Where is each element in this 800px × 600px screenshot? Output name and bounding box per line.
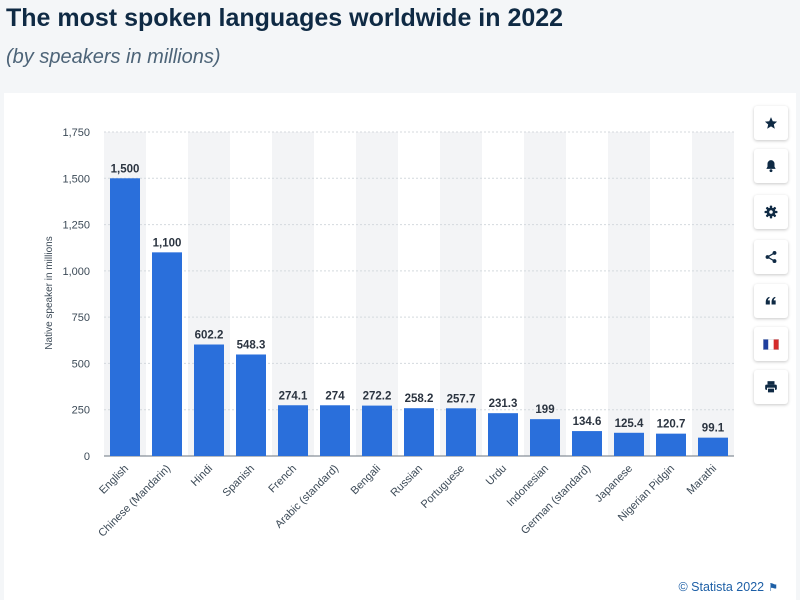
column-band (440, 132, 482, 456)
y-tick-label: 250 (72, 405, 90, 417)
x-tick-label: Spanish (221, 463, 258, 500)
y-tick-label: 1,000 (62, 266, 90, 278)
data-label: 274 (325, 390, 345, 402)
data-label: 258.2 (405, 393, 434, 405)
print-icon (765, 381, 777, 394)
data-label: 257.7 (447, 393, 476, 405)
data-label: 125.4 (615, 418, 644, 430)
x-tick-label: Russian (389, 463, 426, 500)
y-tick-label: 1,500 (62, 173, 90, 185)
data-label: 272.2 (363, 391, 392, 403)
y-tick-label: 500 (72, 358, 90, 370)
statista-credit[interactable]: © Statista 2022 ⚑ (678, 580, 778, 594)
column-band (272, 132, 314, 456)
bar (656, 433, 686, 456)
bar (362, 405, 392, 456)
column-band (608, 132, 650, 456)
bar (194, 344, 224, 456)
bar (614, 432, 644, 456)
x-tick-label: Japanese (593, 463, 635, 505)
french-flag-icon (763, 338, 779, 350)
favorite-button[interactable] (754, 106, 788, 140)
x-tick-label: Bengali (349, 463, 383, 497)
bar (698, 437, 728, 456)
bar (110, 178, 140, 456)
data-label: 99.1 (702, 423, 725, 435)
data-label: 199 (535, 404, 554, 416)
credit-text: © Statista 2022 (678, 580, 765, 594)
bar (446, 408, 476, 456)
star-icon (764, 117, 778, 129)
y-axis-ticks: 0 250 500 750 1,000 1,250 1,500 1,750 (62, 127, 90, 463)
y-axis-label: Native speaker in millions (44, 236, 55, 349)
x-tick-label: Marathi (685, 463, 719, 497)
bar (530, 419, 560, 456)
column-band (524, 132, 566, 456)
bar (404, 408, 434, 456)
column-band (356, 132, 398, 456)
column-band (692, 132, 734, 456)
data-label: 134.6 (573, 416, 602, 428)
x-tick-label: English (97, 463, 131, 497)
data-label: 1,500 (111, 163, 140, 175)
cite-button[interactable] (754, 284, 788, 318)
chart-subtitle: (by speakers in millions) (6, 46, 221, 68)
quote-icon (765, 296, 776, 305)
x-tick-label: French (266, 463, 299, 496)
flag-icon: ⚑ (768, 582, 778, 594)
share-button[interactable] (754, 240, 788, 274)
data-label: 231.3 (489, 398, 518, 410)
language-button[interactable] (754, 327, 788, 361)
x-tick-label: Portuguese (419, 463, 467, 511)
data-label: 602.2 (195, 330, 224, 342)
x-tick-label: German (standard) (519, 463, 593, 537)
chart-title: The most spoken languages worldwide in 2… (6, 4, 564, 32)
gear-icon (764, 205, 778, 219)
bell-icon (766, 160, 776, 173)
bar (320, 405, 350, 456)
x-tick-label: Urdu (484, 463, 509, 488)
notification-button[interactable] (754, 149, 788, 183)
y-tick-label: 1,250 (62, 220, 90, 232)
bar (488, 413, 518, 456)
bars (110, 178, 728, 456)
x-tick-label: Chinese (Mandarin) (96, 463, 173, 540)
y-tick-label: 0 (84, 451, 90, 463)
share-icon (765, 250, 777, 264)
chart-card: 0 250 500 750 1,000 1,250 1,500 1,750 1,500 1,10… (4, 93, 796, 600)
data-label: 120.7 (657, 419, 686, 431)
bar-chart: 0 250 500 750 1,000 1,250 1,500 1,750 1,500 1,10… (44, 127, 734, 540)
data-label: 1,100 (153, 237, 182, 249)
y-tick-label: 1,750 (62, 127, 90, 139)
x-tick-label: Hindi (189, 463, 215, 489)
settings-button[interactable] (754, 195, 788, 229)
bar (278, 405, 308, 456)
bar (152, 252, 182, 456)
data-label: 548.3 (237, 339, 266, 351)
data-labels: 1,500 1,100 602.2 548.3 274.1 274 272.2 258.2 25… (111, 163, 725, 434)
bar (572, 431, 602, 456)
data-label: 274.1 (279, 390, 308, 402)
y-tick-label: 750 (72, 312, 90, 324)
print-button[interactable] (754, 370, 788, 404)
column-bands (104, 132, 734, 456)
bar (236, 354, 266, 456)
